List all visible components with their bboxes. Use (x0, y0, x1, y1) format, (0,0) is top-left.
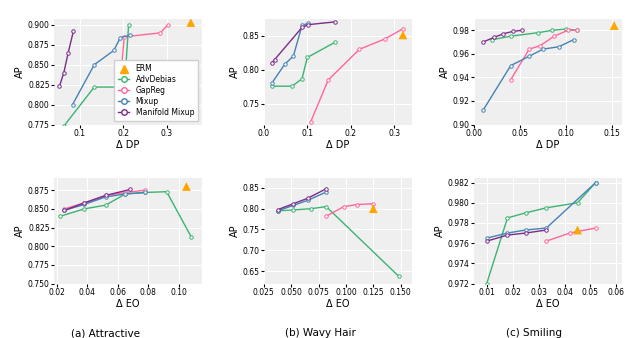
X-axis label: Δ EO: Δ EO (116, 299, 140, 310)
Legend: ERM, AdvDebias, GapReg, Mixup, Manifold Mixup: ERM, AdvDebias, GapReg, Mixup, Manifold … (114, 61, 198, 121)
Point (181, 184, 191, 189)
Point (368, 206, 378, 211)
Y-axis label: AP: AP (15, 65, 25, 78)
X-axis label: Δ EO: Δ EO (326, 299, 349, 310)
X-axis label: Δ DP: Δ DP (116, 141, 140, 150)
Y-axis label: AP: AP (230, 224, 240, 237)
Point (572, 227, 582, 233)
X-axis label: Δ DP: Δ DP (326, 141, 349, 150)
Point (186, 20, 196, 25)
Point (609, 23, 620, 28)
Y-axis label: AP: AP (230, 65, 240, 78)
Y-axis label: AP: AP (440, 65, 450, 78)
X-axis label: Δ EO: Δ EO (536, 299, 559, 310)
Text: (c) Smiling: (c) Smiling (506, 328, 563, 338)
X-axis label: Δ DP: Δ DP (536, 141, 559, 150)
Text: (a) Attractive: (a) Attractive (71, 328, 140, 338)
Y-axis label: AP: AP (15, 224, 25, 237)
Text: (b) Wavy Hair: (b) Wavy Hair (285, 328, 355, 338)
Point (398, 32, 408, 38)
Y-axis label: AP: AP (435, 224, 445, 237)
